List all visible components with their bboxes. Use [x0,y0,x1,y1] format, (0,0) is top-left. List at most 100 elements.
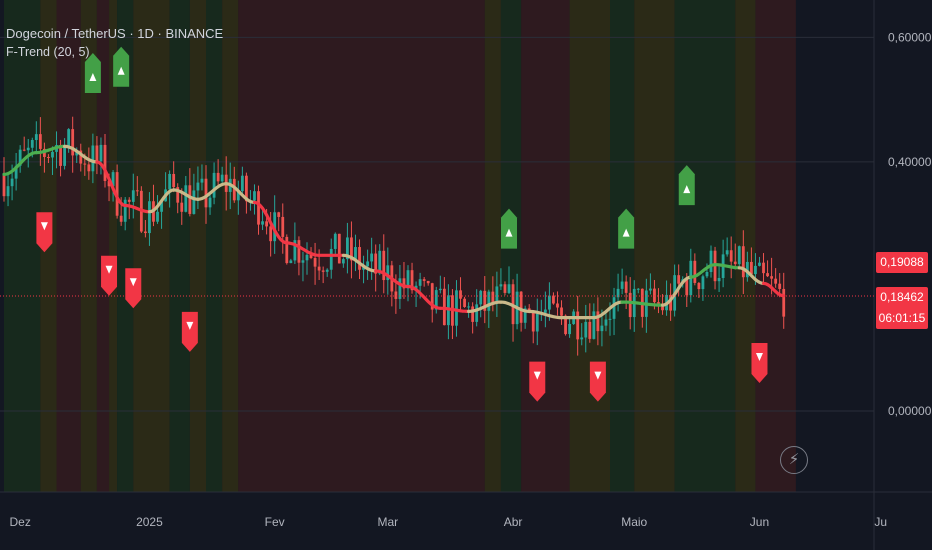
trend-zone-green [206,0,223,492]
symbol-title[interactable]: Dogecoin / TetherUS · 1D · BINANCE [6,26,224,41]
signal-markers[interactable] [36,46,768,402]
candle-body [321,270,325,272]
candle-body [523,308,527,323]
candle-body [487,291,491,311]
sell-signal-marker [751,342,768,383]
candle-body [386,265,390,281]
sell-signal-shape [529,361,546,402]
trend-segment-neutral [467,300,503,313]
trend-zone-yellow [569,0,610,492]
candle-body [471,306,475,322]
time-tick-label: Maio [621,515,647,529]
candle-body [758,262,761,266]
candle-body [483,290,487,311]
candle-body [499,284,503,287]
candle-body [87,164,91,172]
candle-body [762,262,765,274]
candle-body [705,271,709,277]
candle-body [766,273,769,277]
candle-body [709,250,713,272]
time-tick-label: Abr [504,515,523,529]
arrow-down-icon [105,265,113,274]
candle-body [576,311,580,340]
trend-segment-up [34,144,67,155]
candle-body [580,337,584,340]
candle-body [503,284,507,293]
candle-body [232,178,236,201]
indicator-title[interactable]: F-Trend (20, 5) [6,45,90,59]
candle-body [119,215,123,222]
candle-body [103,144,107,181]
candle-body [463,298,466,307]
arrow-down-icon [186,321,194,330]
candle-body [406,270,410,289]
trend-zone-red [56,0,81,492]
candle-body [91,145,95,172]
candle-body [236,191,240,201]
candle-body [604,319,608,326]
candle-body [479,290,483,305]
arrow-down-icon [594,371,602,380]
candle-body [661,303,664,311]
candle-body [204,178,208,208]
candle-body [293,240,297,261]
candle-body [14,165,18,179]
candle-body [455,290,458,326]
time-tick-label: Ju [874,515,887,529]
candle-body [495,286,499,304]
trend-zone-green [117,0,134,492]
buy-signal-marker [501,208,517,249]
candle-body [657,302,660,304]
time-axis[interactable]: Dez 2025 Fev Mar Abr Maio Jun Ju [9,515,887,529]
trend-zone-yellow [735,0,756,492]
sell-signal-shape [181,311,198,352]
candle-body [156,211,159,222]
candle-body [620,281,624,289]
trend-segment-down [285,241,321,257]
candle-body [2,174,6,197]
candle-body [685,279,689,296]
candle-body [333,233,337,249]
candle-body [608,318,612,320]
arrow-up-icon [117,66,125,75]
candle-body [253,191,256,201]
lightning-bolt-icon[interactable]: ⚡ [780,446,808,474]
candle-body [467,306,470,308]
trend-zone-red [521,0,570,492]
candle-body [564,315,567,335]
candle-body [434,290,438,310]
candle-body [584,321,588,338]
candle-body [354,247,357,261]
buy-signal-marker [113,46,130,87]
candle-body [697,282,701,290]
sell-signal-marker [125,268,142,309]
candle-body [297,240,301,263]
candle-body [612,297,616,319]
sell-signal-marker [589,361,606,402]
candle-body [220,174,224,182]
candle-body [341,259,345,264]
candle-body [337,233,341,264]
candle-body [107,180,111,187]
candle-body [261,221,264,225]
candle-body [144,231,147,234]
candle-body [616,288,620,298]
sell-signal-shape [589,361,606,402]
candle-body [418,279,422,286]
sell-signal-shape [125,268,142,309]
candle-body [111,172,115,187]
trend-zone-red [96,0,110,492]
candle-body [519,291,523,323]
candle-body [535,313,539,332]
candle-body [71,129,75,156]
candle-body [754,265,757,275]
candle-body [394,291,398,299]
candle-body [127,199,131,202]
arrow-down-icon [40,222,48,231]
price-axis[interactable]: 0,60000 0,40000 0,00000 [888,30,932,418]
candle-body [63,145,66,166]
trend-segment-neutral [196,182,228,201]
candle-body [358,247,361,270]
